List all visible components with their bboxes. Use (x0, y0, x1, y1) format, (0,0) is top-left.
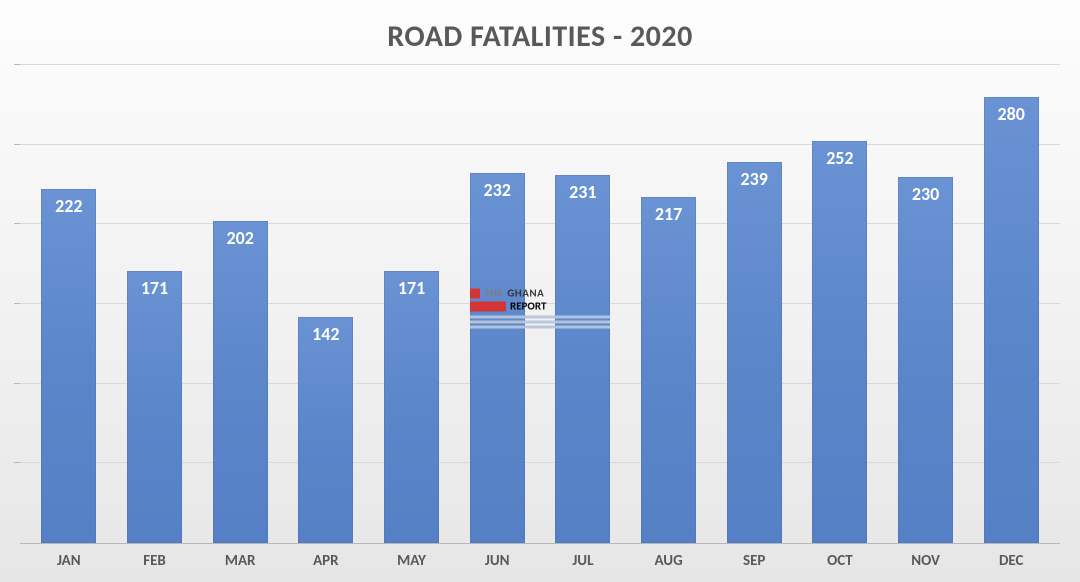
bar-value-label: 222 (41, 195, 96, 217)
bar-feb: 171 (127, 271, 182, 543)
x-tick-label: NOV (883, 552, 969, 570)
bar-jul: 231 (555, 175, 610, 543)
bar-nov: 230 (898, 177, 953, 543)
bar-value-label: 252 (812, 147, 867, 169)
bar-value-label: 230 (898, 183, 953, 205)
chart-container: ROAD FATALITIES - 2020 222 171 202 142 171 23… (0, 0, 1080, 582)
x-tick-label: DEC (968, 552, 1054, 570)
bar-value-label: 239 (727, 168, 782, 190)
x-tick-label: JAN (26, 552, 112, 570)
bar-slot: 231 (540, 65, 626, 543)
bar-value-label: 232 (470, 179, 525, 201)
bar-slot: 217 (626, 65, 712, 543)
bar-value-label: 231 (555, 181, 610, 203)
bar-oct: 252 (812, 141, 867, 543)
bars-row: 222 171 202 142 171 232 231 217 239 252 230 280 (20, 65, 1060, 543)
x-tick-label: MAY (369, 552, 455, 570)
x-tick-label: AUG (626, 552, 712, 570)
bar-slot: 239 (711, 65, 797, 543)
bar-slot: 171 (112, 65, 198, 543)
x-axis: JANFEBMARAPRMAYJUNJULAUGSEPOCTNOVDEC (20, 544, 1060, 570)
bar-slot: 252 (797, 65, 883, 543)
bar-slot: 222 (26, 65, 112, 543)
bar-aug: 217 (641, 197, 696, 543)
x-tick-label: JUN (454, 552, 540, 570)
bar-value-label: 280 (984, 103, 1039, 125)
bar-slot: 202 (197, 65, 283, 543)
bar-jun: 232 (470, 173, 525, 543)
bar-slot: 171 (369, 65, 455, 543)
bar-mar: 202 (213, 221, 268, 543)
bar-jan: 222 (41, 189, 96, 543)
bar-slot: 142 (283, 65, 369, 543)
bar-value-label: 217 (641, 203, 696, 225)
x-tick-label: SEP (711, 552, 797, 570)
bar-value-label: 142 (298, 323, 353, 345)
x-tick-label: JUL (540, 552, 626, 570)
chart-title: ROAD FATALITIES - 2020 (20, 18, 1060, 55)
bar-value-label: 171 (384, 277, 439, 299)
x-tick-label: OCT (797, 552, 883, 570)
bar-dec: 280 (984, 97, 1039, 543)
bar-value-label: 202 (213, 227, 268, 249)
x-tick-label: FEB (112, 552, 198, 570)
bar-value-label: 171 (127, 277, 182, 299)
x-tick-label: APR (283, 552, 369, 570)
bar-apr: 142 (298, 317, 353, 543)
bar-may: 171 (384, 271, 439, 543)
plot-area: 222171202142171232231217239252230280 THE… (20, 65, 1060, 544)
bar-slot: 230 (883, 65, 969, 543)
x-tick-label: MAR (197, 552, 283, 570)
bar-slot: 280 (968, 65, 1054, 543)
bar-slot: 232 (454, 65, 540, 543)
bar-sep: 239 (727, 162, 782, 543)
